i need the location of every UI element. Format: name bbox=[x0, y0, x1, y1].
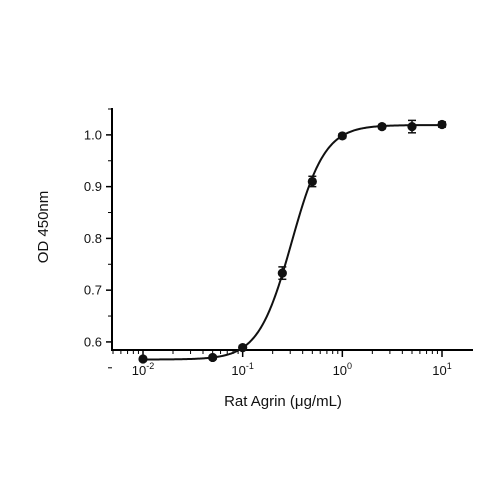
x-tick-label: 10-1 bbox=[231, 361, 253, 378]
data-point bbox=[238, 343, 248, 353]
y-tick-label: 0.7 bbox=[84, 283, 102, 298]
data-point bbox=[277, 268, 287, 278]
fit-curve-layer bbox=[143, 124, 443, 361]
data-point bbox=[407, 121, 417, 132]
y-tick-label: 1.0 bbox=[84, 127, 102, 142]
x-tick-label: 10-2 bbox=[132, 361, 154, 378]
data-point bbox=[307, 176, 317, 187]
data-point bbox=[377, 121, 387, 132]
x-tick-base: 10 bbox=[333, 363, 347, 378]
y-tick-label: 0.6 bbox=[84, 334, 102, 349]
y-tick-label: 0.8 bbox=[84, 231, 102, 246]
axis-labels: Rat Agrin (μg/mL) OD 450nm bbox=[35, 191, 342, 410]
data-point bbox=[138, 354, 148, 364]
axes: 0.60.70.80.91.010-2 10-1 100 101 bbox=[84, 108, 473, 378]
x-tick-exponent: -2 bbox=[146, 361, 154, 371]
x-tick-label: 100 bbox=[333, 361, 352, 378]
data-points bbox=[138, 119, 447, 364]
x-tick-base: 10 bbox=[231, 363, 245, 378]
x-axis-title: Rat Agrin (μg/mL) bbox=[224, 393, 342, 410]
x-tick-base: 10 bbox=[132, 363, 146, 378]
x-tick-exponent: 0 bbox=[347, 361, 352, 371]
x-tick-base: 10 bbox=[432, 363, 446, 378]
fit-curve bbox=[143, 124, 443, 361]
data-point bbox=[437, 119, 447, 130]
data-point bbox=[208, 352, 218, 363]
x-tick-exponent: -1 bbox=[246, 361, 254, 371]
y-tick-label: 0.9 bbox=[84, 179, 102, 194]
y-axis-title: OD 450nm bbox=[35, 191, 52, 264]
x-tick-label: 101 bbox=[432, 361, 451, 378]
x-tick-exponent: 1 bbox=[447, 361, 452, 371]
data-point bbox=[337, 131, 347, 141]
